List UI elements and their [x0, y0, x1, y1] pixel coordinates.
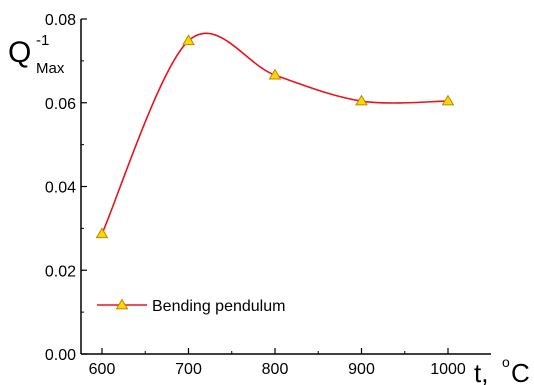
y-axis-title: Q -1 Max — [8, 32, 65, 77]
y-tick-label: 0.00 — [45, 347, 76, 364]
data-point-marker — [268, 68, 282, 80]
data-point-marker — [182, 34, 195, 46]
tick-marks — [81, 18, 449, 355]
series-line — [101, 32, 449, 235]
legend-label: Bending pendulum — [152, 298, 285, 315]
axes — [80, 19, 491, 355]
x-tick-label: 900 — [348, 361, 375, 378]
data-point-marker — [355, 94, 368, 106]
y-axis-title-main: Q — [8, 36, 31, 69]
data-point-marker — [441, 94, 455, 106]
x-tick-label: 800 — [262, 361, 289, 378]
y-tick-label: 0.08 — [45, 12, 76, 29]
y-tick-label: 0.06 — [45, 96, 76, 113]
data-point-marker — [95, 227, 109, 239]
y-axis-title-superscript: -1 — [36, 32, 49, 49]
x-tick-label: 1000 — [430, 361, 466, 378]
x-tick-label: 600 — [89, 361, 116, 378]
legend: Bending pendulum — [97, 298, 285, 315]
y-tick-label: 0.04 — [45, 180, 76, 197]
tick-labels: 600 700 800 900 1000 0.00 0.02 0.04 0.06 0.08 — [45, 12, 466, 378]
y-axis-title-subscript: Max — [36, 60, 65, 77]
x-axis-title-main: t, — [474, 358, 488, 385]
x-axis-title: t, o C — [474, 354, 530, 385]
series-layer — [95, 32, 455, 239]
legend-marker — [115, 298, 129, 310]
x-axis-title-degree: o — [502, 354, 510, 370]
x-tick-label: 700 — [175, 361, 202, 378]
y-tick-label: 0.02 — [45, 263, 76, 280]
x-axis-title-unit: C — [511, 358, 530, 385]
